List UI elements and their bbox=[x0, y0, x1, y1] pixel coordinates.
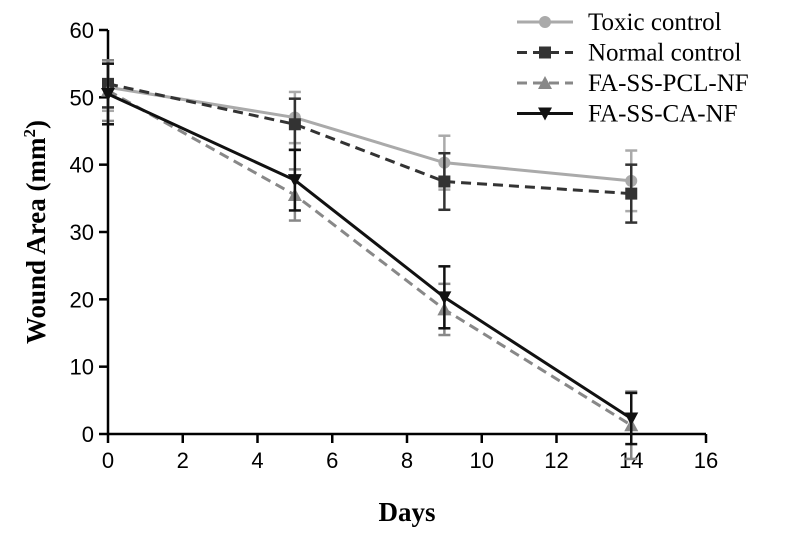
y-axis-title: Wound Area (mm2) bbox=[20, 120, 51, 344]
legend-label: Toxic control bbox=[588, 9, 722, 36]
data-point bbox=[287, 174, 302, 188]
data-point bbox=[624, 412, 639, 426]
series-layer bbox=[101, 59, 639, 461]
y-tick-label: 0 bbox=[82, 422, 94, 447]
data-point bbox=[288, 118, 301, 131]
legend: Toxic control Normal control FA-SS-PCL-NF F… bbox=[517, 9, 749, 128]
series-3 bbox=[101, 62, 639, 446]
y-tick-label: 30 bbox=[70, 220, 94, 245]
legend-marker bbox=[538, 76, 552, 89]
y-axis-title-end: ) bbox=[21, 120, 51, 129]
legend-marker bbox=[539, 16, 551, 28]
x-tick-label: 16 bbox=[694, 448, 718, 473]
legend-marker bbox=[539, 46, 551, 59]
data-point bbox=[438, 175, 451, 188]
x-tick-label: 2 bbox=[177, 448, 189, 473]
series-line bbox=[107, 92, 633, 420]
y-tick-label: 10 bbox=[70, 355, 94, 380]
data-point bbox=[625, 187, 638, 200]
series-line bbox=[107, 89, 633, 427]
legend-label: FA-SS-PCL-NF bbox=[588, 70, 749, 97]
legend-label: Normal control bbox=[588, 40, 741, 67]
y-axis-title-sup: 2 bbox=[20, 129, 39, 138]
x-tick-label: 0 bbox=[102, 448, 114, 473]
series-line bbox=[107, 85, 632, 183]
x-tick-label: 4 bbox=[251, 448, 263, 473]
x-tick-label: 10 bbox=[470, 448, 494, 473]
y-axis-title-main: Wound Area (mm bbox=[21, 137, 51, 344]
y-ticks: 0 10 20 30 40 50 60 bbox=[70, 18, 108, 447]
legend-label: FA-SS-CA-NF bbox=[588, 101, 738, 128]
x-tick-label: 8 bbox=[401, 448, 413, 473]
series-2 bbox=[101, 59, 639, 461]
data-point bbox=[437, 291, 452, 305]
y-tick-label: 60 bbox=[70, 18, 94, 43]
y-tick-label: 20 bbox=[70, 287, 94, 312]
data-point bbox=[101, 87, 115, 101]
y-tick-label: 40 bbox=[70, 153, 94, 178]
x-tick-label: 12 bbox=[544, 448, 568, 473]
legend-marker bbox=[538, 107, 552, 121]
x-tick-label: 6 bbox=[326, 448, 338, 473]
x-axis-title: Days bbox=[378, 497, 435, 527]
y-tick-label: 50 bbox=[70, 85, 94, 110]
x-ticks: 0 2 4 6 8 10 12 14 16 bbox=[102, 434, 718, 473]
